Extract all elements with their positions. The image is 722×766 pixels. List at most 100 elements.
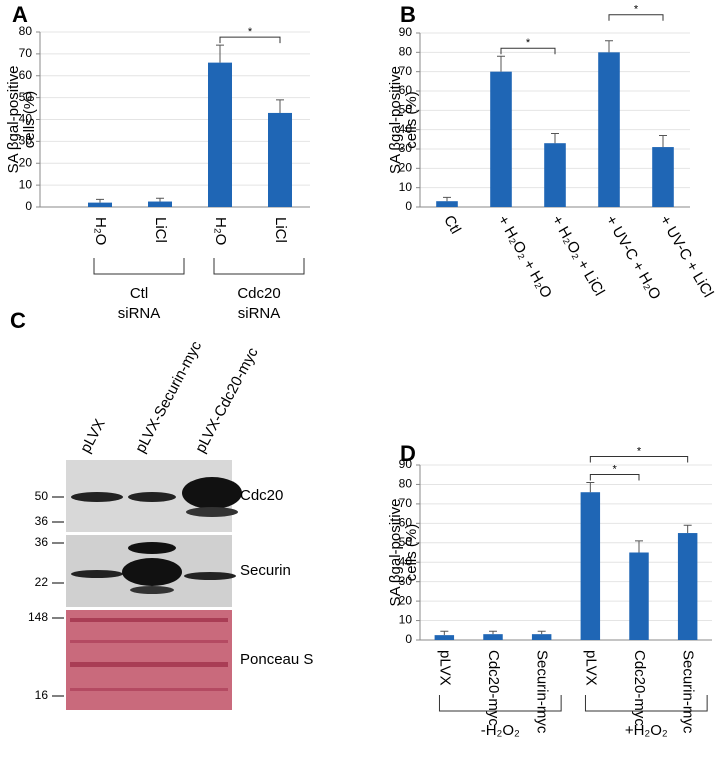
bar <box>629 552 649 640</box>
stain <box>70 640 228 643</box>
group-bracket <box>438 695 562 712</box>
y-tick-label: 70 <box>19 46 33 60</box>
error-bar <box>443 196 451 202</box>
y-tick-label: 70 <box>399 496 413 510</box>
y-tick-label: 40 <box>399 122 413 136</box>
group-label: Cdc20 <box>237 285 280 302</box>
error-bar <box>96 198 104 203</box>
x-tick-label: LiCl <box>272 217 289 243</box>
x-tick-label: pLVX <box>582 650 599 686</box>
y-tick-label: 30 <box>19 134 33 148</box>
y-tick-label: 10 <box>19 177 33 191</box>
y-tick-label: 50 <box>19 90 33 104</box>
marker-label: 36 <box>35 514 49 528</box>
x-tick-label: Securin-myc <box>534 650 551 734</box>
y-tick-label: 60 <box>19 68 33 82</box>
bar <box>677 533 698 640</box>
x-tick-label: + H₂O₂ + H₂O <box>494 212 555 301</box>
significance-bracket <box>608 14 664 21</box>
group-label: +H₂O₂ <box>625 722 668 739</box>
y-axis-label: SA βgal-positive <box>387 499 404 607</box>
x-tick-label: H₂O <box>92 217 109 245</box>
y-tick-label: 60 <box>399 516 413 530</box>
panel-letter: A <box>12 2 28 27</box>
y-tick-label: 40 <box>399 554 413 568</box>
y-tick-label: 0 <box>25 199 32 213</box>
bar <box>490 71 512 208</box>
blot-images <box>66 460 242 710</box>
bar <box>531 634 552 640</box>
significance-label: * <box>248 26 253 38</box>
y-tick-label: 90 <box>399 457 413 471</box>
significance-label: * <box>613 463 618 475</box>
significance-bracket <box>500 47 556 55</box>
error-bar <box>489 630 497 635</box>
y-axis-label: cells (%) <box>403 524 420 582</box>
stain <box>70 618 228 622</box>
significance-bracket <box>589 474 640 481</box>
y-tick-label: 40 <box>19 112 33 126</box>
significance-label: * <box>526 37 531 49</box>
band <box>184 572 236 580</box>
error-bar <box>216 44 224 63</box>
y-tick-label: 0 <box>405 632 412 646</box>
group-label: Ctl <box>130 285 148 302</box>
bar <box>580 492 601 640</box>
bar <box>268 112 292 207</box>
y-tick-label: 30 <box>399 141 413 155</box>
error-bar <box>605 40 613 53</box>
x-tick-label: + H₂O₂ + LiCl <box>548 212 608 298</box>
y-tick-label: 20 <box>19 155 33 169</box>
row-label: Ponceau S <box>240 651 313 668</box>
y-tick-label: 30 <box>399 574 413 588</box>
y-tick-label: 80 <box>19 24 33 38</box>
y-axis-label: SA βgal-positive <box>5 66 22 174</box>
error-bar <box>537 630 546 635</box>
y-axis-label: cells (%) <box>403 91 420 149</box>
y-axis-label: cells (%) <box>21 91 38 149</box>
stain <box>70 688 228 691</box>
y-tick-label: 70 <box>399 64 413 78</box>
lane-label: pLVX-Securin-myc <box>132 338 205 456</box>
group-bracket <box>213 258 305 275</box>
significance-label: * <box>634 4 639 16</box>
panel-letter: B <box>400 2 416 27</box>
panel-letter: C <box>10 308 26 333</box>
error-bar <box>635 540 643 553</box>
bar <box>88 202 112 207</box>
bar <box>148 201 172 207</box>
error-bar <box>276 99 284 113</box>
error-bar <box>497 55 505 72</box>
y-tick-label: 50 <box>399 535 413 549</box>
band <box>128 492 176 502</box>
bar <box>598 52 620 208</box>
blot-ponceau <box>66 610 232 710</box>
x-tick-label: Securin-myc <box>680 650 697 734</box>
bar <box>483 634 503 640</box>
error-bar <box>551 133 559 144</box>
x-tick-label: Ctl <box>440 212 464 236</box>
group-label: -H₂O₂ <box>481 722 520 739</box>
significance-bracket <box>219 36 281 44</box>
panel-letter: D <box>400 441 416 466</box>
band <box>122 558 182 586</box>
x-tick-label: + UV-C + LiCl <box>656 212 717 300</box>
band <box>130 586 174 594</box>
x-tick-label: LiCl <box>152 217 169 243</box>
stain <box>70 662 228 667</box>
bar <box>436 201 458 207</box>
band <box>128 542 176 554</box>
y-tick-label: 60 <box>399 83 413 97</box>
error-bar <box>586 482 595 493</box>
band <box>71 492 123 502</box>
row-label: Cdc20 <box>240 487 283 504</box>
band <box>182 477 242 509</box>
marker-label: 36 <box>35 535 49 549</box>
marker-label: 148 <box>28 610 48 624</box>
marker-label: 16 <box>35 688 49 702</box>
group-label: siRNA <box>118 305 161 322</box>
y-tick-label: 0 <box>405 199 412 213</box>
y-tick-label: 80 <box>399 477 413 491</box>
x-tick-label: Cdc20-myc <box>485 650 502 726</box>
